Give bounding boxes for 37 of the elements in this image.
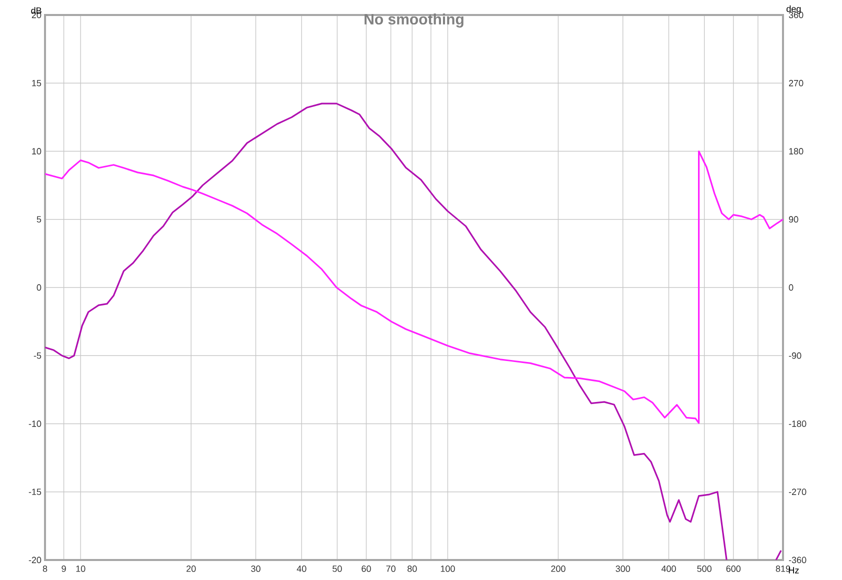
- x-tick-label: 500: [697, 566, 712, 572]
- y-tick-label: -5: [34, 352, 42, 359]
- y2-tick-label: -270: [788, 488, 806, 496]
- y-tick-label: -15: [28, 488, 42, 496]
- x-tick-label: 70: [386, 566, 396, 572]
- y2-tick-label: 360: [788, 12, 804, 18]
- y2-tick-label: -180: [788, 420, 806, 427]
- x-tick-label: 50: [332, 566, 342, 572]
- x-tick-label: 20: [186, 566, 196, 572]
- y2-tick-label: -360: [788, 556, 806, 564]
- y2-tick-label: 270: [789, 80, 804, 86]
- x-tick-label: 400: [661, 566, 676, 572]
- y-axis-title: dB: [31, 7, 42, 14]
- y2-tick-label: 0: [788, 284, 794, 291]
- x-tick-label: 80: [408, 566, 417, 572]
- x-axis-title: Hz: [788, 567, 799, 574]
- y-tick-label: -20: [28, 556, 42, 564]
- x-tick-label: 40: [296, 566, 306, 572]
- y2-axis-title: deg: [786, 5, 801, 14]
- y2-tick-label: 180: [789, 148, 804, 154]
- y-tick-label: -10: [28, 420, 42, 427]
- y-tick-label: 5: [36, 216, 42, 223]
- x-tick-label: 30: [251, 566, 260, 572]
- y2-tick-label: 90: [788, 216, 798, 223]
- y-tick-label: 0: [36, 284, 42, 291]
- y-tick-label: 10: [32, 148, 42, 154]
- chart-title: No smoothing: [364, 14, 464, 28]
- x-tick-label: 8: [42, 566, 48, 572]
- y2-tick-label: -90: [788, 352, 802, 359]
- x-tick-label: 300: [616, 566, 630, 572]
- y-tick-label: 15: [32, 80, 42, 86]
- x-tick-label: 600: [726, 566, 741, 572]
- x-tick-label: 100: [440, 566, 455, 572]
- x-tick-label: 200: [551, 566, 566, 572]
- x-tick-label: 60: [362, 566, 371, 572]
- x-tick-label: 9: [62, 566, 66, 572]
- x-tick-label: 10: [76, 566, 86, 572]
